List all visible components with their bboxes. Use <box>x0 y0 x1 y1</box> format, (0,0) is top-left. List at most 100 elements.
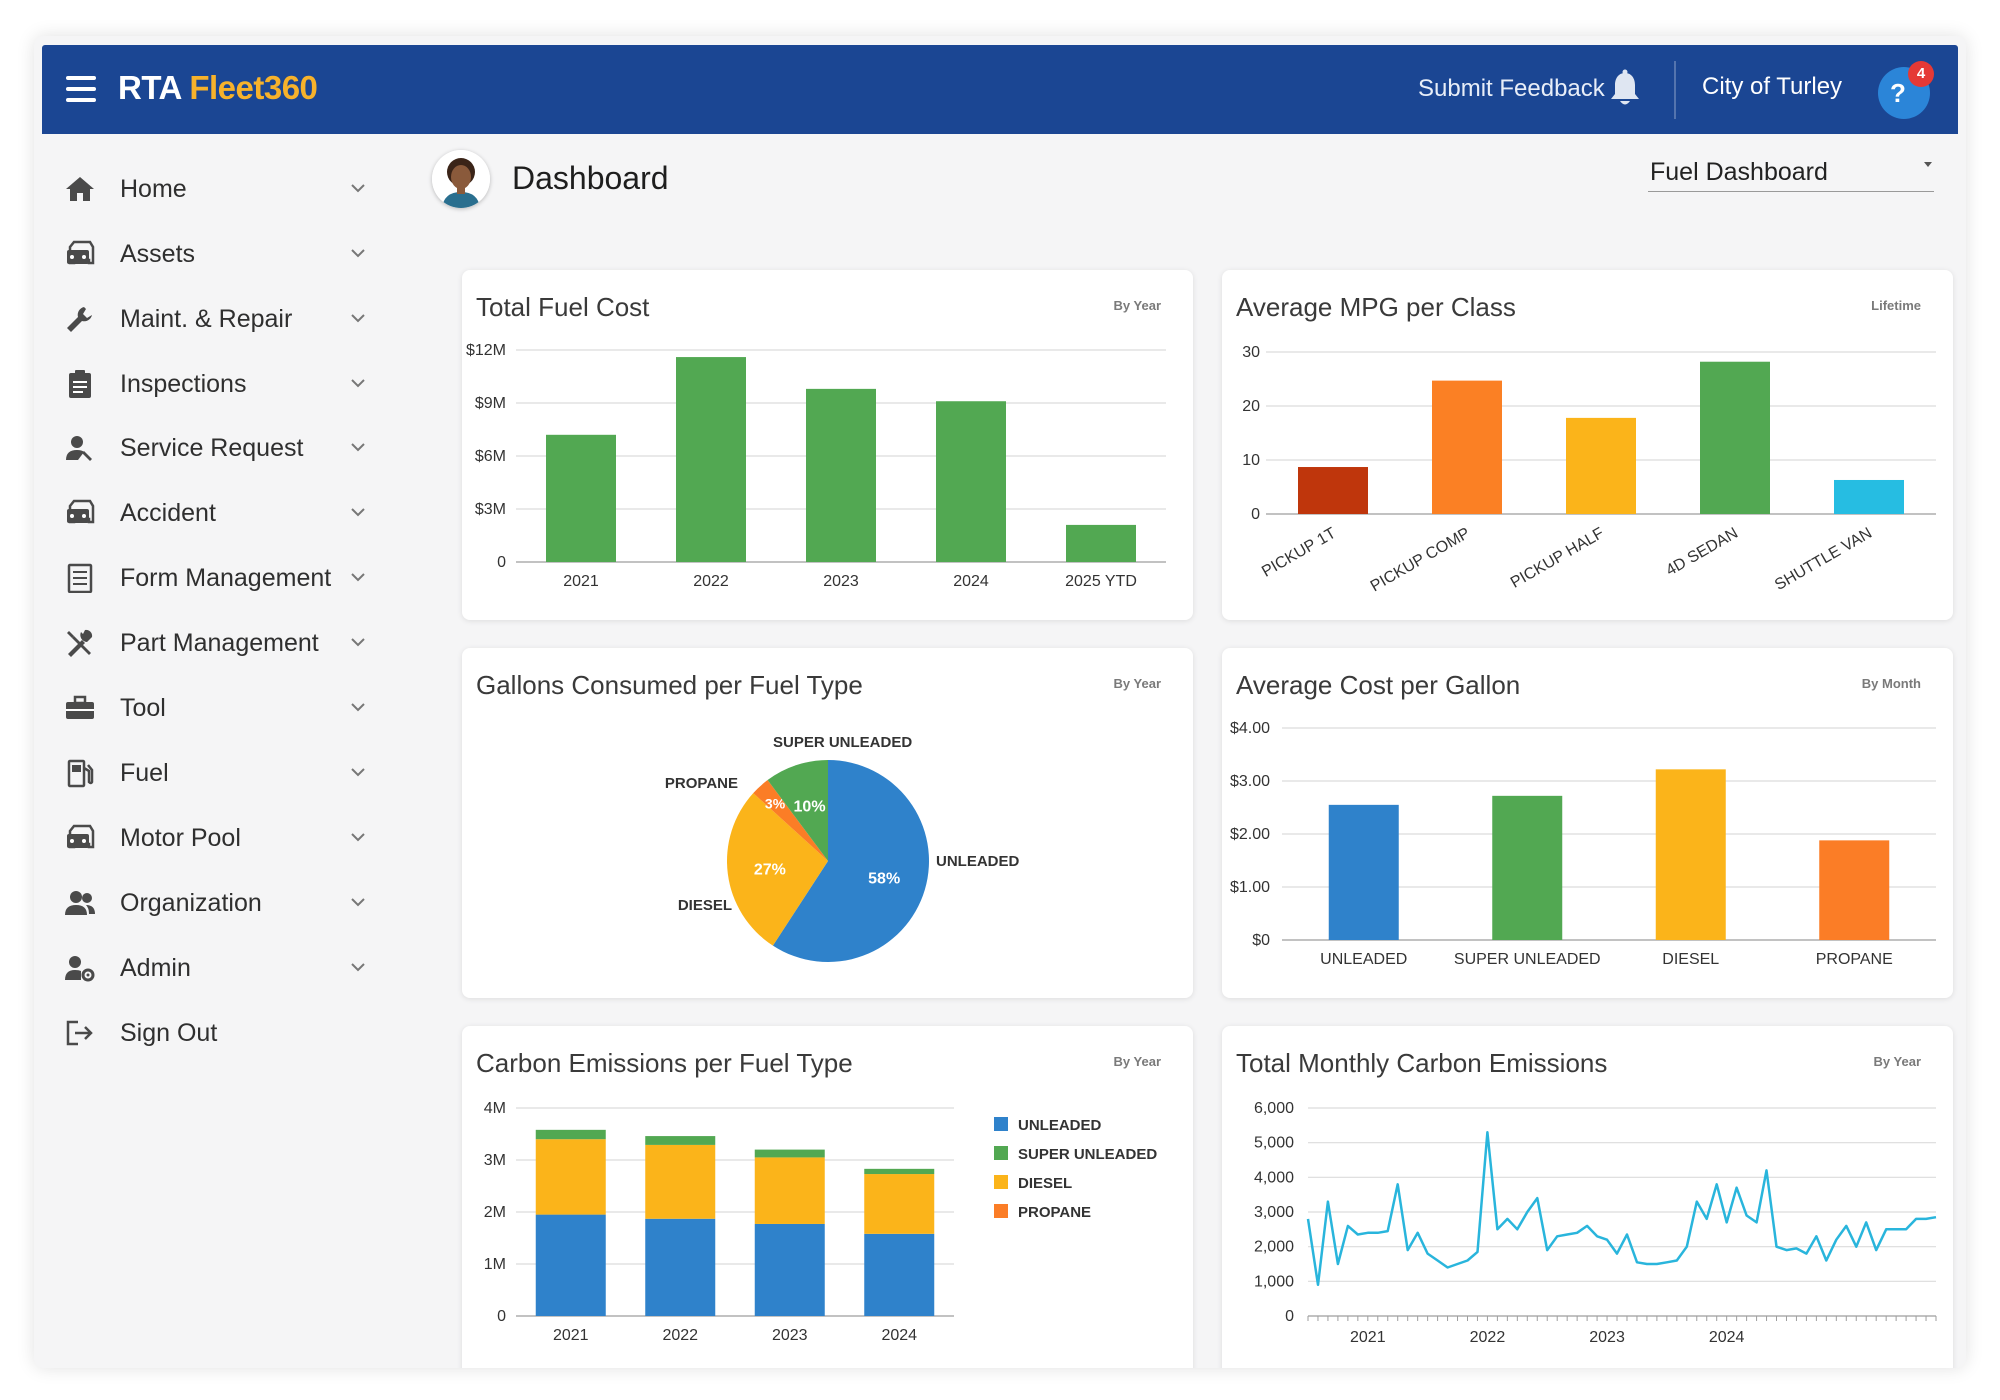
chart-average-mpg: 0 10 20 30 PICKUP 1T PICKUP COMP PICKUP HALF 4D… <box>1242 344 1936 596</box>
organization-name[interactable]: City of Turley <box>1702 73 1843 100</box>
bar <box>1432 380 1502 514</box>
y-tick-label: $1.00 <box>1230 879 1270 896</box>
sidebar-item-accident[interactable]: Accident <box>34 480 374 546</box>
y-tick-label: $12M <box>466 342 506 359</box>
bell-icon[interactable] <box>1608 69 1642 109</box>
legend-label: PROPANE <box>1018 1204 1091 1221</box>
pie-percent-label: 3% <box>765 796 786 812</box>
x-tick-label: PICKUP HALF <box>1508 525 1607 592</box>
pie-category-label: DIESEL <box>678 897 732 914</box>
x-tick-label: PROPANE <box>1816 951 1893 968</box>
chevron-down-icon <box>351 184 365 193</box>
dropdown-arrow-icon <box>1924 162 1932 167</box>
card-period[interactable]: Lifetime <box>1871 298 1921 313</box>
pie-percent-label: 10% <box>794 798 826 815</box>
sidebar-item-label: Sign Out <box>120 1019 218 1047</box>
card-period[interactable]: By Year <box>1113 1054 1161 1069</box>
admin-gear-icon <box>65 956 95 982</box>
card-title: Carbon Emissions per Fuel Type <box>476 1048 853 1078</box>
chevron-down-icon <box>351 314 365 323</box>
card-period[interactable]: By Month <box>1861 676 1921 691</box>
stacked-bar-segment <box>864 1233 935 1316</box>
pie-percent-label: 58% <box>868 871 900 888</box>
stacked-bar-segment <box>645 1136 716 1145</box>
y-tick-label: 6,000 <box>1254 1100 1294 1117</box>
car-icon <box>67 824 95 849</box>
x-tick-label: 2023 <box>823 573 859 590</box>
stacked-bar-segment <box>535 1129 606 1140</box>
card-title: Total Monthly Carbon Emissions <box>1236 1048 1608 1078</box>
legend-swatch <box>994 1117 1008 1131</box>
card-title: Average Cost per Gallon <box>1236 670 1521 700</box>
sidebar-item-maint-repair[interactable]: Maint. & Repair <box>34 286 374 352</box>
submit-feedback-link[interactable]: Submit Feedback <box>1418 75 1605 102</box>
sidebar-item-service-request[interactable]: Service Request <box>34 415 374 481</box>
y-tick-label: $6M <box>475 448 506 465</box>
dashboard-select[interactable]: Fuel Dashboard <box>1648 154 1934 192</box>
bar <box>1492 795 1563 940</box>
y-tick-label: 2,000 <box>1254 1239 1294 1256</box>
chevron-down-icon <box>351 898 365 907</box>
x-tick-label: PICKUP COMP <box>1368 525 1473 596</box>
bar <box>676 357 746 562</box>
sidebar-item-admin[interactable]: Admin <box>34 935 374 1001</box>
card-period[interactable]: By Year <box>1113 676 1161 691</box>
y-tick-label: 0 <box>1285 1308 1294 1325</box>
y-tick-label: $0 <box>1252 932 1270 949</box>
card-period[interactable]: By Year <box>1113 298 1161 313</box>
chevron-down-icon <box>351 638 365 647</box>
sidebar-item-tool[interactable]: Tool <box>34 675 374 741</box>
pie-percent-label: 27% <box>754 861 786 878</box>
sidebar-item-label: Home <box>120 175 187 203</box>
y-tick-label: 4M <box>484 1100 506 1117</box>
app-logo[interactable]: RTA Fleet360 <box>118 69 318 107</box>
card-average-mpg: 0 10 20 30 PICKUP 1T PICKUP COMP PICKUP HALF 4D… <box>1222 270 1953 620</box>
stacked-bar-segment <box>645 1218 716 1316</box>
bar <box>1819 840 1890 940</box>
sidebar-item-label: Organization <box>120 889 262 917</box>
bar <box>1655 769 1726 940</box>
card-period[interactable]: By Year <box>1873 1054 1921 1069</box>
x-tick-label: UNLEADED <box>1320 951 1407 968</box>
chevron-down-icon <box>351 963 365 972</box>
form-icon <box>67 563 93 593</box>
pie-slice <box>772 760 929 962</box>
user-avatar[interactable] <box>432 150 490 208</box>
sidebar-item-part-management[interactable]: Part Management <box>34 610 374 676</box>
bar <box>546 434 616 562</box>
sidebar-item-inspections[interactable]: Inspections <box>34 351 374 417</box>
menu-icon[interactable] <box>66 76 96 102</box>
x-tick-label: DIESEL <box>1662 951 1719 968</box>
sidebar-item-sign-out[interactable]: Sign Out <box>34 1000 374 1066</box>
sidebar-item-label: Service Request <box>120 434 304 462</box>
sidebar-item-assets[interactable]: Assets <box>34 221 374 287</box>
y-tick-label: 1M <box>484 1256 506 1273</box>
x-tick-label: SUPER UNLEADED <box>1454 951 1601 968</box>
sidebar-item-motor-pool[interactable]: Motor Pool <box>34 805 374 871</box>
x-tick-label: 2024 <box>953 573 989 590</box>
y-tick-label: 0 <box>497 1308 506 1325</box>
x-tick-label: 2021 <box>1350 1329 1386 1346</box>
y-tick-label: 30 <box>1242 344 1260 361</box>
car-icon <box>67 240 95 265</box>
x-tick-label: 2023 <box>1589 1329 1625 1346</box>
top-bar: RTA Fleet360 Submit Feedback City of Tur… <box>42 45 1958 134</box>
sidebar-item-form-management[interactable]: Form Management <box>34 545 374 611</box>
chevron-down-icon <box>351 768 365 777</box>
sidebar-item-label: Part Management <box>120 629 319 657</box>
pie-category-label: PROPANE <box>665 775 738 792</box>
main-content: Dashboard Fuel Dashboard 0 $3M $6M $9M $12M 2… <box>392 134 1966 1368</box>
sidebar-item-fuel[interactable]: Fuel <box>34 740 374 806</box>
card-title: Average MPG per Class <box>1236 292 1516 322</box>
x-tick-label: 2024 <box>1709 1329 1745 1346</box>
sidebar-item-label: Accident <box>120 499 216 527</box>
bar <box>936 401 1006 562</box>
sidebar-item-organization[interactable]: Organization <box>34 870 374 936</box>
chevron-down-icon <box>351 443 365 452</box>
sidebar-item-label: Inspections <box>120 370 247 398</box>
stacked-bar-segment <box>864 1168 935 1175</box>
legend-label: UNLEADED <box>1018 1117 1102 1134</box>
app-frame: RTA Fleet360 Submit Feedback City of Tur… <box>34 36 1966 1368</box>
sidebar-item-home[interactable]: Home <box>34 156 374 222</box>
chart-total-fuel-cost: 0 $3M $6M $9M $12M 2021 2022 2023 2024 2025 YTD <box>466 342 1166 590</box>
